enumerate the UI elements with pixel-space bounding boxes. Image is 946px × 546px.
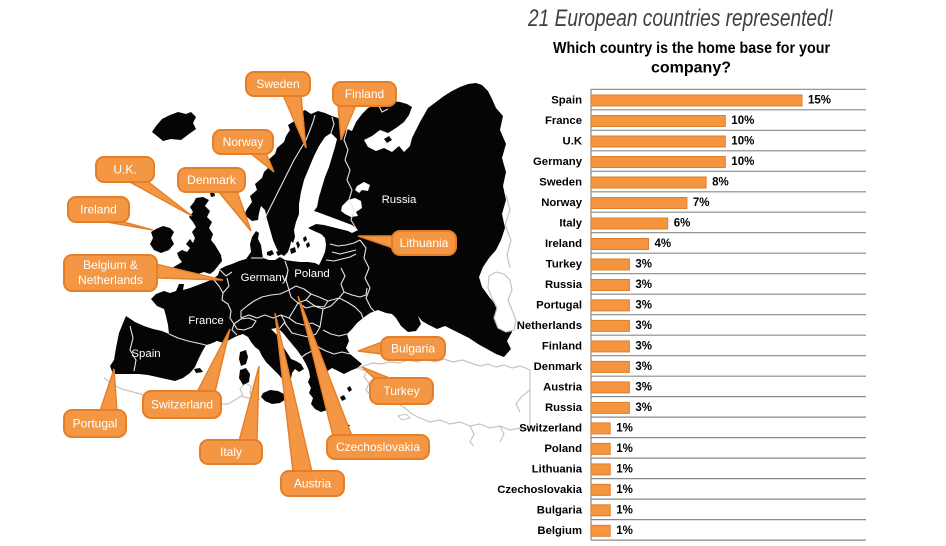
- svg-text:Poland: Poland: [544, 443, 582, 455]
- svg-text:3%: 3%: [635, 300, 652, 312]
- svg-text:1%: 1%: [616, 443, 633, 455]
- svg-text:Denmark: Denmark: [534, 361, 583, 373]
- svg-text:15%: 15%: [808, 95, 831, 107]
- svg-text:1%: 1%: [616, 484, 633, 496]
- svg-text:1%: 1%: [616, 525, 633, 537]
- svg-text:Turkey: Turkey: [546, 259, 583, 271]
- svg-text:1%: 1%: [616, 505, 633, 517]
- svg-text:Finland: Finland: [542, 341, 582, 353]
- svg-text:3%: 3%: [635, 361, 652, 373]
- svg-text:Germany: Germany: [533, 156, 583, 168]
- svg-text:Bulgaria: Bulgaria: [537, 505, 583, 517]
- svg-text:France: France: [188, 315, 223, 327]
- svg-text:Sweden: Sweden: [539, 177, 582, 189]
- svg-text:Belgium: Belgium: [537, 525, 582, 537]
- svg-text:Russia: Russia: [545, 402, 583, 414]
- svg-text:Spain: Spain: [551, 95, 582, 107]
- svg-text:3%: 3%: [635, 320, 652, 332]
- svg-text:Netherlands: Netherlands: [517, 320, 582, 332]
- svg-text:Czechoslovakia: Czechoslovakia: [497, 484, 582, 496]
- svg-text:3%: 3%: [635, 259, 652, 271]
- svg-text:8%: 8%: [712, 177, 729, 189]
- svg-text:Ireland: Ireland: [545, 238, 582, 250]
- svg-text:Norway: Norway: [223, 135, 264, 149]
- svg-text:Russia: Russia: [382, 194, 417, 206]
- svg-text:4%: 4%: [655, 238, 672, 250]
- svg-text:10%: 10%: [731, 136, 754, 148]
- svg-text:Poland: Poland: [294, 268, 329, 280]
- svg-text:Italy: Italy: [559, 218, 582, 230]
- svg-text:Switzerland: Switzerland: [151, 398, 213, 412]
- svg-text:Spain: Spain: [131, 348, 160, 360]
- svg-text:Switzerland: Switzerland: [519, 423, 582, 435]
- svg-text:Czechoslovakia: Czechoslovakia: [336, 440, 420, 454]
- svg-text:3%: 3%: [635, 341, 652, 353]
- svg-text:3%: 3%: [635, 279, 652, 291]
- svg-text:Italy: Italy: [220, 445, 242, 459]
- svg-text:France: France: [545, 115, 582, 127]
- svg-text:Which country is the home base: Which country is the home base for your: [553, 40, 830, 57]
- svg-text:10%: 10%: [731, 115, 754, 127]
- svg-text:1%: 1%: [616, 464, 633, 476]
- svg-text:company?: company?: [651, 60, 731, 77]
- svg-text:Lithuania: Lithuania: [532, 464, 583, 476]
- svg-text:Portugal: Portugal: [536, 300, 582, 312]
- svg-text:Russia: Russia: [545, 279, 583, 291]
- svg-text:Ireland: Ireland: [80, 203, 117, 217]
- svg-text:Bulgaria: Bulgaria: [391, 342, 435, 356]
- svg-text:10%: 10%: [731, 156, 754, 168]
- svg-text:Sweden: Sweden: [256, 77, 299, 91]
- svg-text:Portugal: Portugal: [73, 417, 118, 431]
- svg-text:3%: 3%: [635, 402, 652, 414]
- svg-text:Belgium &: Belgium &: [83, 258, 138, 272]
- svg-text:Austria: Austria: [543, 382, 583, 394]
- svg-text:Norway: Norway: [541, 197, 583, 209]
- svg-text:6%: 6%: [674, 218, 691, 230]
- svg-text:21 European countries represen: 21 European countries represented!: [527, 5, 833, 32]
- svg-text:3%: 3%: [635, 382, 652, 394]
- svg-text:U.K.: U.K.: [113, 163, 136, 177]
- svg-text:Germany: Germany: [241, 272, 288, 284]
- svg-text:U.K: U.K: [563, 136, 583, 148]
- svg-text:7%: 7%: [693, 197, 710, 209]
- svg-text:Finland: Finland: [345, 87, 384, 101]
- svg-text:Denmark: Denmark: [187, 173, 237, 187]
- svg-text:1%: 1%: [616, 423, 633, 435]
- svg-text:Turkey: Turkey: [383, 384, 419, 398]
- svg-text:Austria: Austria: [294, 477, 332, 491]
- svg-text:Netherlands: Netherlands: [78, 273, 143, 287]
- svg-text:Lithuania: Lithuania: [400, 236, 449, 250]
